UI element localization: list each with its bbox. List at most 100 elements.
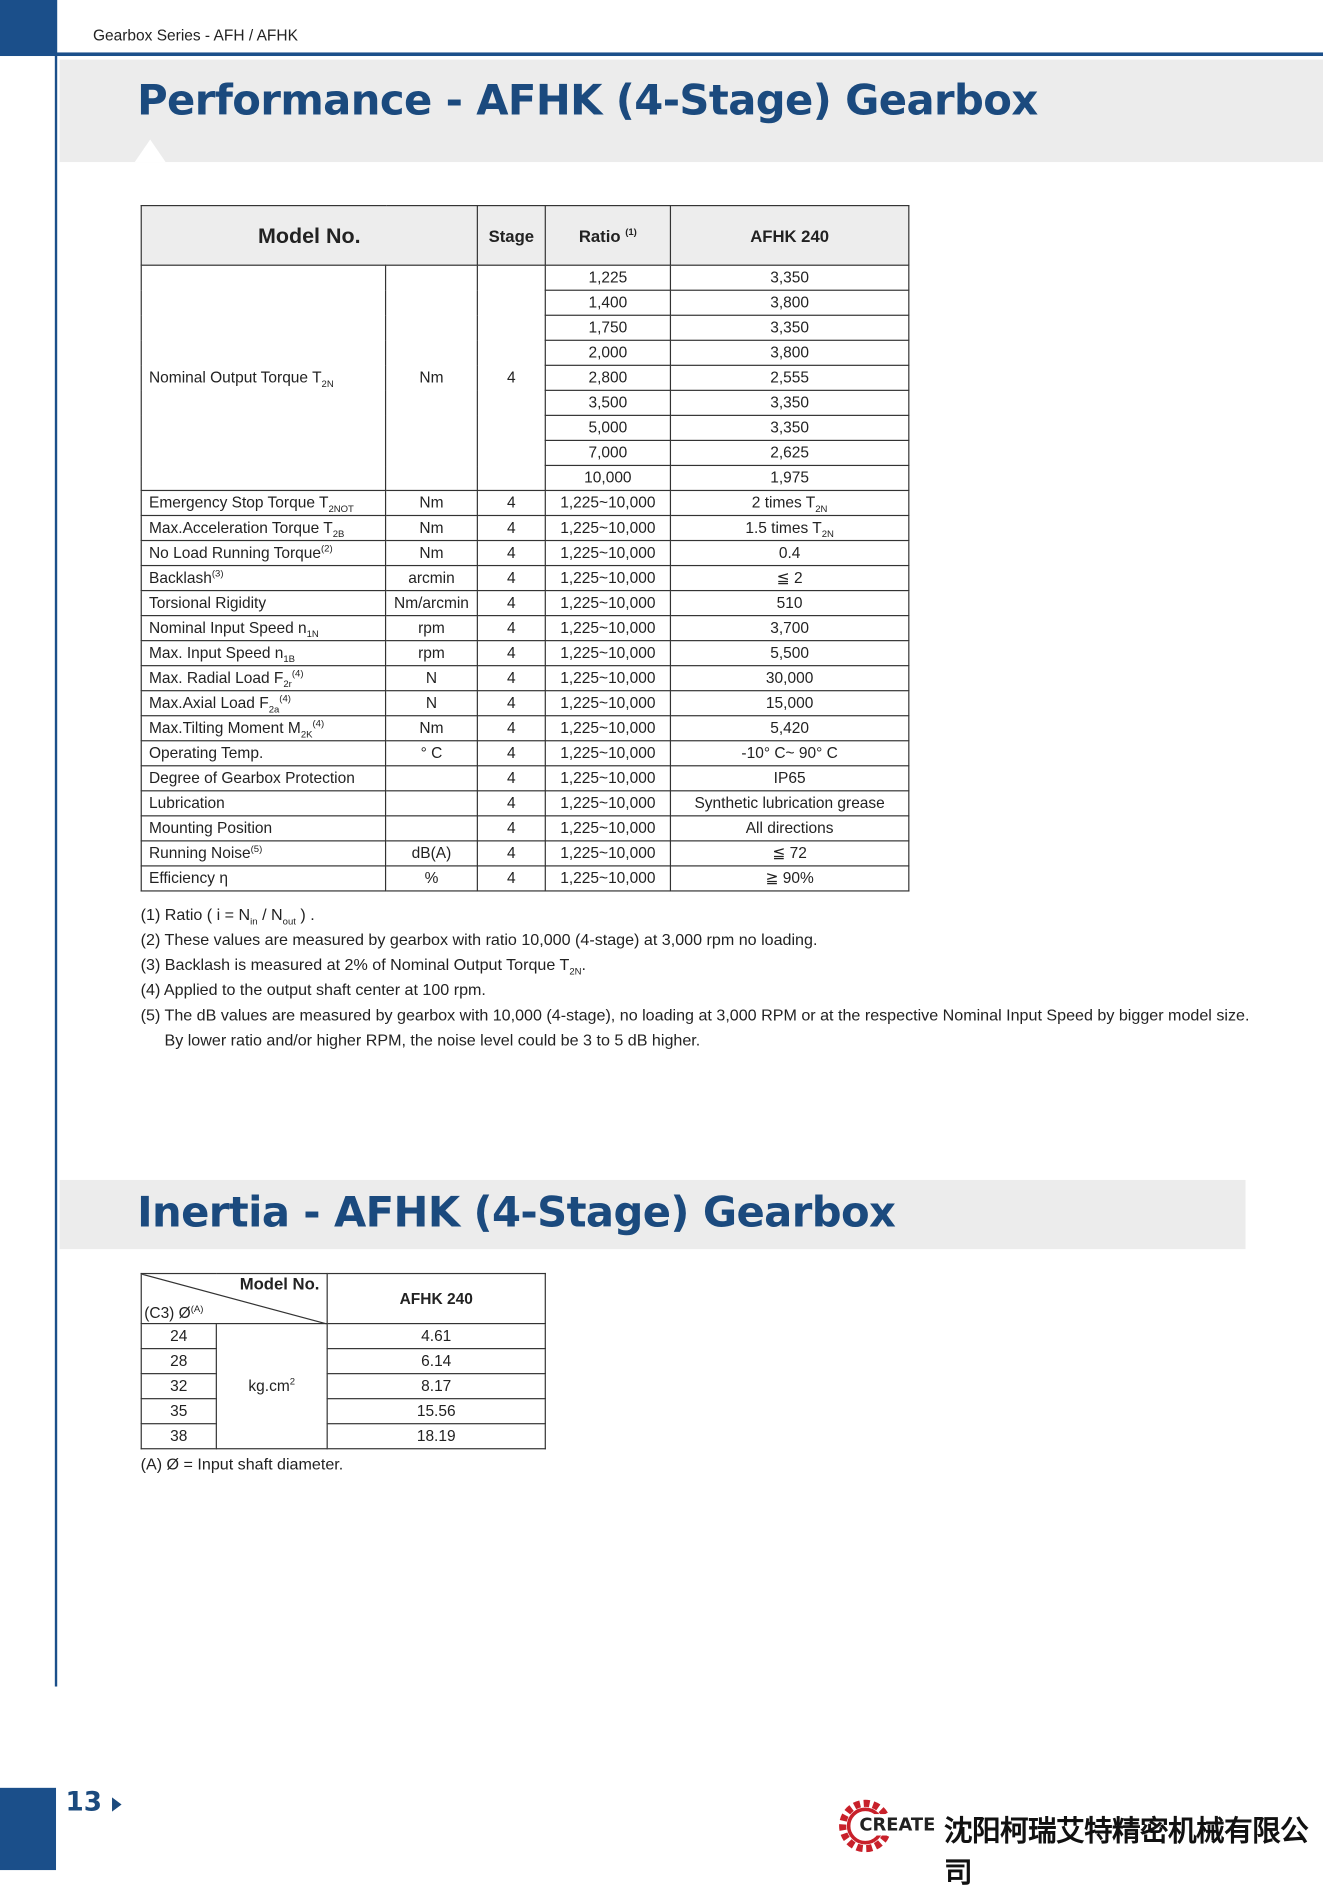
table-cell: 15,000 (669, 690, 910, 717)
text-run: -10° C~ 90° C (741, 743, 838, 762)
table-cell: Max. Radial Load F2r(4) (140, 665, 387, 692)
table-cell: 1,225~10,000 (544, 840, 672, 867)
table-cell: Max.Tilting Moment M2K(4) (140, 715, 387, 742)
text-run: Max.Acceleration Torque T (148, 518, 333, 537)
inertia-row: 28 6.14 (140, 1348, 546, 1375)
table-cell: 4 (476, 815, 546, 842)
table-cell: 30,000 (669, 665, 910, 692)
spec-row: Backlash(3) arcmin 4 1,225~10,000 ≦ 2 (140, 564, 910, 592)
table-cell: Nm (384, 514, 478, 542)
table-cell: 1,225~10,000 (544, 514, 672, 542)
table-cell: 6.14 (326, 1348, 546, 1375)
subscript: 2B (332, 528, 345, 540)
title-band (59, 59, 1323, 163)
subscript: out (282, 916, 296, 927)
table-cell: AFHK 240 (669, 205, 910, 266)
table-cell: -10° C~ 90° C (669, 740, 910, 767)
text-run: By lower ratio and/or higher RPM, the no… (164, 1030, 701, 1049)
text-run: Degree of Gearbox Protection (148, 768, 355, 787)
superscript: (2) (321, 543, 333, 554)
table-cell: 4 (476, 790, 546, 817)
torque-row: 7,000 2,625 (141, 439, 910, 467)
side-rule (54, 0, 58, 1687)
subscript: 1B (283, 653, 296, 665)
table-cell: 1,225~10,000 (544, 640, 672, 667)
text-run: Max.Axial Load F (148, 693, 269, 712)
table-cell: Mounting Position (140, 815, 387, 842)
table-cell: 1,225~10,000 (544, 765, 672, 792)
table-cell: Running Noise(5) (140, 840, 387, 867)
table-cell: ° C (384, 740, 478, 767)
note-line: (3) Backlash is measured at 2% of Nomina… (141, 952, 1250, 977)
superscript: (5) (250, 843, 263, 855)
table-cell: 10,000 (544, 464, 672, 492)
table-cell: N (384, 690, 478, 717)
table-cell: 4 (476, 765, 546, 792)
table-cell: 1,975 (669, 464, 910, 492)
spec-row: No Load Running Torque(2) Nm 4 1,225~10,000… (140, 539, 910, 567)
table-cell: ≦ 2 (669, 564, 910, 592)
text-run: Backlash (148, 568, 212, 587)
table-cell: N (384, 665, 478, 692)
page-number: 13 (65, 1787, 103, 1818)
inertia-row: 35 15.56 (140, 1398, 546, 1425)
table-cell: 3,800 (669, 339, 910, 366)
table-cell: 3,350 (669, 264, 910, 291)
table-cell: 5,420 (669, 715, 910, 742)
table-cell: 18.19 (326, 1423, 546, 1450)
table-cell: 1,225~10,000 (544, 865, 672, 892)
table-cell: Operating Temp. (140, 740, 387, 767)
subscript: 2a (268, 703, 280, 715)
table-cell: Backlash(3) (140, 564, 387, 592)
table-cell: 1,225~10,000 (544, 539, 672, 567)
subscript: 2N (321, 378, 334, 390)
table-cell: 4 (476, 589, 546, 617)
table-cell: 15.56 (326, 1398, 546, 1425)
table-cell: 2,625 (669, 439, 910, 467)
table-cell: 4 (476, 489, 546, 517)
header-row: Model No. Stage Ratio (1) AFHK 240 (140, 205, 910, 266)
table-cell: 4 (476, 264, 546, 492)
subscript: 1N (306, 628, 319, 640)
text-run: kg.cm (248, 1376, 290, 1395)
text-run: Max. Radial Load F (148, 668, 284, 687)
table-cell: 1,225~10,000 (544, 740, 672, 767)
footer-block (0, 1787, 57, 1871)
superscript: (4) (312, 718, 325, 730)
text-run: 3,700 (770, 618, 810, 637)
table-cell: IP65 (669, 765, 910, 792)
table-cell: 5,500 (669, 640, 910, 667)
text-run: / N (257, 905, 283, 924)
torque-row: 1,400 3,800 (141, 289, 910, 316)
text-run: (3) Backlash is measured at 2% of Nomina… (140, 955, 570, 974)
subscript: 2NOT (328, 503, 354, 515)
table-cell: 1,225~10,000 (544, 589, 672, 617)
notes: (1) Ratio ( i = Nin / Nout ) . (2) These … (141, 902, 1250, 1052)
note-line: (1) Ratio ( i = Nin / Nout ) . (141, 902, 1250, 927)
table-cell: 1,225~10,000 (544, 665, 672, 692)
table-cell: 4 (476, 640, 546, 667)
text-run: Nominal Input Speed n (148, 618, 307, 637)
spec-row: Degree of Gearbox Protection 4 1,225~10,00… (140, 765, 910, 792)
table-cell (384, 765, 478, 792)
torque-row: Nominal Output Torque T2N Nm 4 1,225 3,350 (140, 264, 910, 492)
table-cell: arcmin (384, 564, 478, 592)
text-run: 5,420 (770, 718, 810, 737)
table-cell: 510 (669, 589, 910, 617)
text-run: Efficiency η (148, 868, 228, 887)
text-run: Emergency Stop Torque T (148, 493, 329, 512)
table-cell: 4 (476, 665, 546, 692)
table-cell (384, 815, 478, 842)
subscript: 2r (283, 678, 292, 690)
text-run: Operating Temp. (148, 743, 264, 762)
text-run: Nominal Output Torque T (148, 368, 322, 387)
subscript: in (250, 916, 258, 927)
table-cell: Max.Acceleration Torque T2B (140, 514, 387, 542)
table-cell: Nominal Output Torque T2N (140, 264, 387, 492)
section-title: Performance - AFHK (4-Stage) Gearbox (137, 77, 1038, 126)
table-cell: 4 (476, 615, 546, 642)
table-cell: 3,500 (544, 389, 672, 416)
text-run: Mounting Position (148, 818, 273, 837)
inertia-table: Model No. (C3) Ø(A) AFHK 240 24 kg.cm2 4.61 28… (140, 1272, 546, 1450)
table-cell: Max. Input Speed n1B (140, 640, 387, 667)
